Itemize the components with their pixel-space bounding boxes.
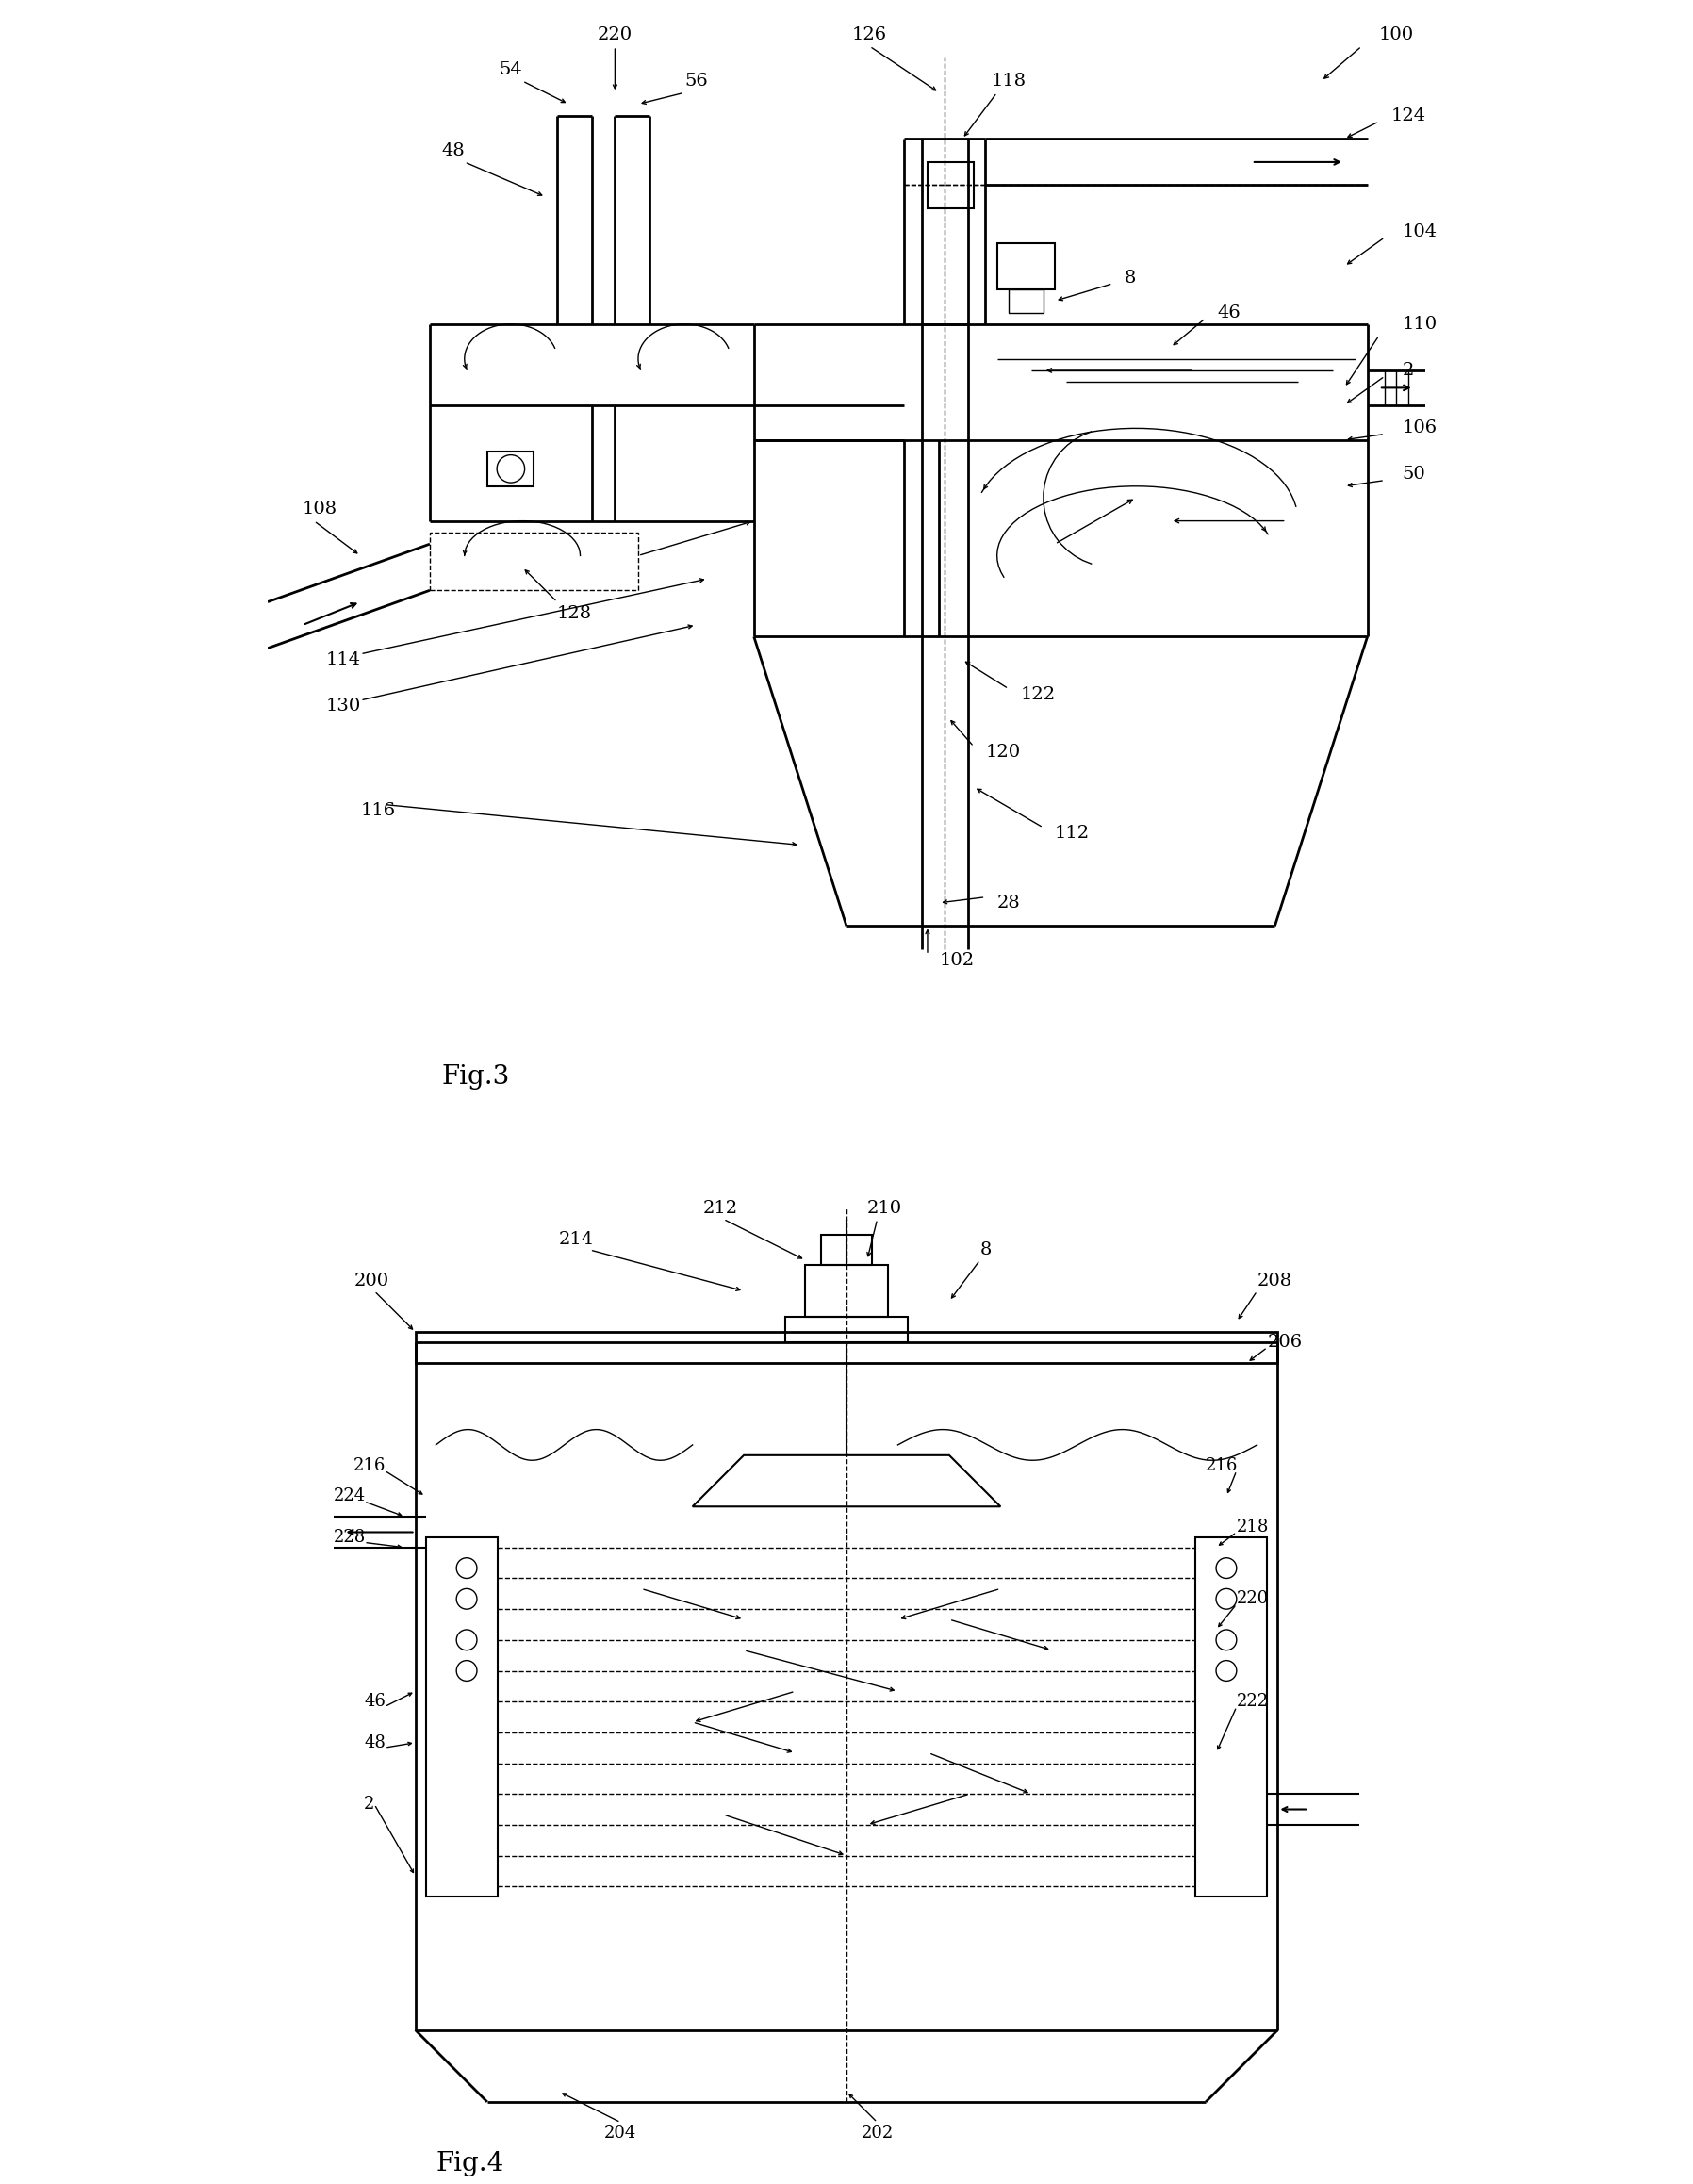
Text: 228: 228 — [334, 1529, 366, 1546]
Bar — [997, 242, 1055, 290]
Text: 222: 222 — [1236, 1693, 1268, 1710]
Bar — [1195, 1538, 1268, 1896]
Text: 220: 220 — [598, 26, 633, 44]
Text: 104: 104 — [1402, 223, 1437, 240]
Bar — [425, 1538, 498, 1896]
Text: Fig.4: Fig.4 — [435, 2151, 505, 2175]
Text: 2: 2 — [364, 1795, 374, 1813]
Text: 218: 218 — [1236, 1518, 1270, 1535]
Text: 46: 46 — [364, 1693, 386, 1710]
Text: 120: 120 — [985, 745, 1021, 760]
Bar — [821, 1234, 872, 1265]
Text: 114: 114 — [325, 651, 361, 668]
Text: 204: 204 — [604, 2125, 637, 2140]
Text: 124: 124 — [1390, 107, 1426, 124]
Text: 208: 208 — [1258, 1273, 1292, 1289]
Text: 8: 8 — [1124, 269, 1136, 286]
Text: 56: 56 — [684, 72, 708, 90]
Bar — [1009, 290, 1043, 312]
Text: 116: 116 — [361, 802, 394, 819]
Text: 108: 108 — [303, 500, 337, 518]
Text: 210: 210 — [867, 1201, 902, 1216]
Text: 122: 122 — [1021, 686, 1055, 703]
Text: 202: 202 — [862, 2125, 894, 2140]
Text: 112: 112 — [1055, 826, 1090, 841]
Text: 28: 28 — [997, 895, 1021, 911]
Text: 46: 46 — [1217, 304, 1241, 321]
Text: 214: 214 — [559, 1232, 594, 1247]
Text: 220: 220 — [1236, 1590, 1268, 1607]
Bar — [430, 533, 638, 590]
Text: 8: 8 — [980, 1241, 992, 1258]
Text: 224: 224 — [334, 1487, 366, 1505]
Bar — [928, 162, 973, 207]
Text: 48: 48 — [364, 1734, 386, 1752]
Text: 126: 126 — [852, 26, 887, 44]
Bar — [415, 1332, 1278, 1363]
Text: Fig.3: Fig.3 — [442, 1064, 510, 1090]
Text: 212: 212 — [703, 1201, 738, 1216]
Text: 100: 100 — [1380, 26, 1414, 44]
Bar — [786, 1317, 907, 1343]
Text: 50: 50 — [1402, 465, 1426, 483]
Text: 216: 216 — [1205, 1457, 1238, 1474]
Text: 206: 206 — [1268, 1334, 1302, 1350]
Bar — [488, 452, 533, 487]
Text: 118: 118 — [990, 72, 1026, 90]
Text: 216: 216 — [354, 1457, 386, 1474]
Text: 106: 106 — [1402, 419, 1437, 437]
Text: 102: 102 — [940, 952, 973, 970]
Text: 110: 110 — [1402, 317, 1437, 332]
Text: 128: 128 — [557, 605, 593, 622]
Text: 200: 200 — [354, 1273, 389, 1289]
Text: 48: 48 — [442, 142, 464, 159]
Text: 2: 2 — [1402, 363, 1414, 378]
Text: 130: 130 — [325, 697, 361, 714]
Bar — [806, 1265, 887, 1317]
Text: 54: 54 — [499, 61, 523, 79]
